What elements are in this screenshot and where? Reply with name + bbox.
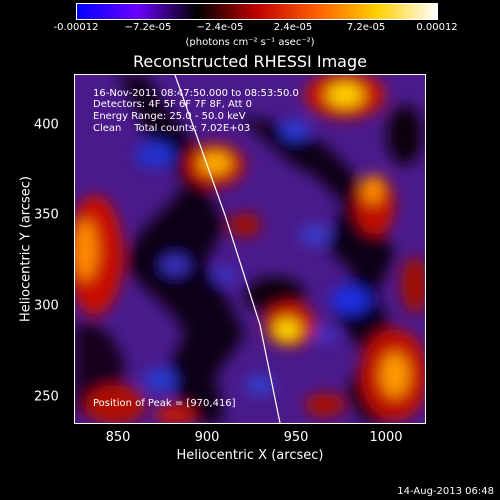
y-tick-350: 350 <box>34 207 59 223</box>
y-tick-250: 250 <box>34 389 59 405</box>
colorbar-unit: (photons cm⁻² s⁻¹ asec⁻²) <box>185 37 315 48</box>
rhessi-image <box>75 75 425 423</box>
info-clean-counts: Clean Total counts: 7.02E+03 <box>93 123 251 134</box>
colorbar-tick-6: 0.00012 <box>416 22 458 33</box>
y-axis-label: Heliocentric Y (arcsec) <box>18 176 34 322</box>
colorbar <box>76 3 438 20</box>
x-tick-1000: 1000 <box>369 430 403 445</box>
x-tick-950: 950 <box>283 430 309 445</box>
colorbar-tick-4: 2.4e-05 <box>273 22 313 33</box>
colorbar-tick-2: −7.2e-05 <box>124 22 172 33</box>
y-tick-300: 300 <box>34 298 59 314</box>
render-timestamp: 14-Aug-2013 06:48 <box>397 486 494 497</box>
colorbar-tick-3: −2.4e-05 <box>196 22 244 33</box>
info-detectors: Detectors: 4F 5F 6F 7F 8F, Att 0 <box>93 99 253 110</box>
x-tick-850: 850 <box>105 430 131 445</box>
y-tick-400: 400 <box>34 117 59 133</box>
info-time-range: 16-Nov-2011 08:47:50.000 to 08:53:50.0 <box>93 88 299 99</box>
info-peak-position: Position of Peak = [970,416] <box>93 398 236 409</box>
x-axis-label: Heliocentric X (arcsec) <box>176 448 324 463</box>
colorbar-tick-5: 7.2e-05 <box>346 22 386 33</box>
colorbar-tick-1: -0.00012 <box>53 22 99 33</box>
x-tick-900: 900 <box>194 430 220 445</box>
image-plot-area <box>74 74 426 424</box>
image-title: Reconstructed RHESSI Image <box>133 52 367 71</box>
info-energy-range: Energy Range: 25.0 - 50.0 keV <box>93 111 246 122</box>
solar-limb-line <box>174 75 281 423</box>
